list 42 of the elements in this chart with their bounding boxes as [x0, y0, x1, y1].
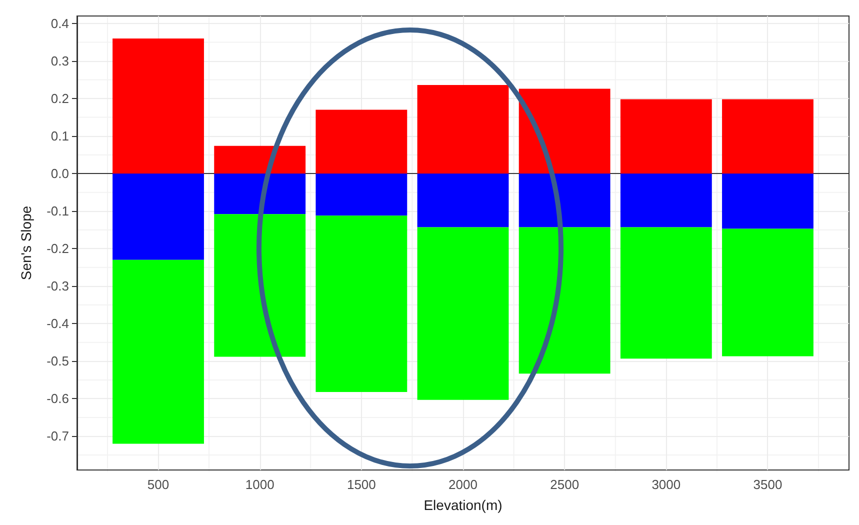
x-tick-label: 3000: [652, 477, 681, 492]
y-tick-label: -0.5: [46, 354, 69, 369]
y-tick-label: -0.3: [46, 278, 69, 294]
x-tick-label: 3500: [753, 477, 782, 492]
bar: [214, 146, 306, 174]
y-tick-label: -0.2: [46, 241, 69, 256]
y-tick-label: 0.1: [50, 128, 69, 144]
y-tick-label: 0.4: [50, 16, 69, 32]
bar: [417, 85, 509, 174]
x-tick-label: 500: [147, 477, 170, 492]
y-tick-label: -0.7: [46, 428, 69, 444]
x-tick-label: 2000: [448, 477, 478, 492]
bar: [417, 174, 509, 228]
bar: [722, 174, 814, 229]
bar: [722, 228, 814, 356]
bar: [722, 99, 814, 174]
y-tick-label: 0.0: [50, 166, 69, 182]
y-tick-label: 0.2: [50, 91, 69, 106]
x-tick-label: 1000: [245, 477, 274, 492]
bar: [316, 174, 408, 216]
x-tick-label: 1500: [346, 477, 376, 492]
bar: [214, 174, 306, 214]
bar: [316, 110, 408, 174]
bar: [518, 227, 610, 374]
y-tick-label: -0.6: [46, 391, 69, 406]
bar: [417, 227, 509, 400]
y-tick-label: -0.4: [46, 316, 69, 332]
bar: [620, 99, 712, 174]
bar: [518, 88, 610, 174]
bar: [112, 174, 204, 260]
y-axis-title: Sen's Slope: [18, 206, 34, 280]
x-axis-title: Elevation(m): [424, 497, 502, 513]
bar: [214, 214, 306, 357]
bar: [112, 38, 204, 174]
bar: [316, 216, 408, 392]
bar: [112, 260, 204, 444]
y-tick-label: 0.3: [50, 54, 69, 69]
y-tick-label: -0.1: [46, 204, 69, 219]
bar: [518, 174, 610, 228]
x-tick-label: 2500: [550, 477, 580, 492]
bar: [620, 174, 712, 228]
bar: [620, 227, 712, 359]
